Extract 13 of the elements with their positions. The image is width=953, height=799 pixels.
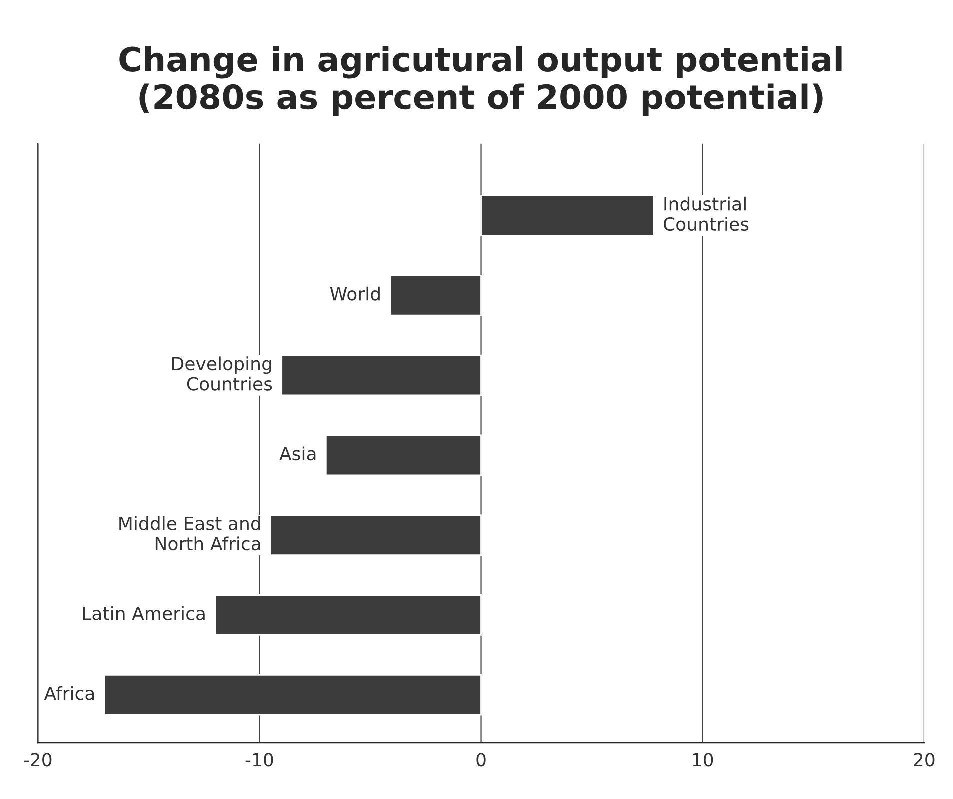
x-tick-label: -20 bbox=[24, 753, 52, 767]
y-tick-label: World bbox=[330, 286, 380, 301]
chart-title: Change in agricutural output potential (2080s as percent of 2000 potential) bbox=[120, 46, 842, 116]
x-tick-label: 20 bbox=[914, 753, 935, 767]
y-tick-label: Industrial Countries bbox=[664, 196, 749, 232]
y-tick-label: Middle East and North Africa bbox=[120, 516, 260, 551]
y-tick-label: Africa bbox=[44, 686, 94, 700]
x-tick-label: 0 bbox=[476, 753, 486, 767]
x-tick-label: -10 bbox=[246, 753, 274, 767]
y-tick-label: Latin America bbox=[83, 606, 205, 620]
y-tick-label: Asia bbox=[280, 446, 316, 461]
x-tick-label: 10 bbox=[693, 753, 714, 767]
y-tick-label: Developing Countries bbox=[172, 356, 272, 391]
